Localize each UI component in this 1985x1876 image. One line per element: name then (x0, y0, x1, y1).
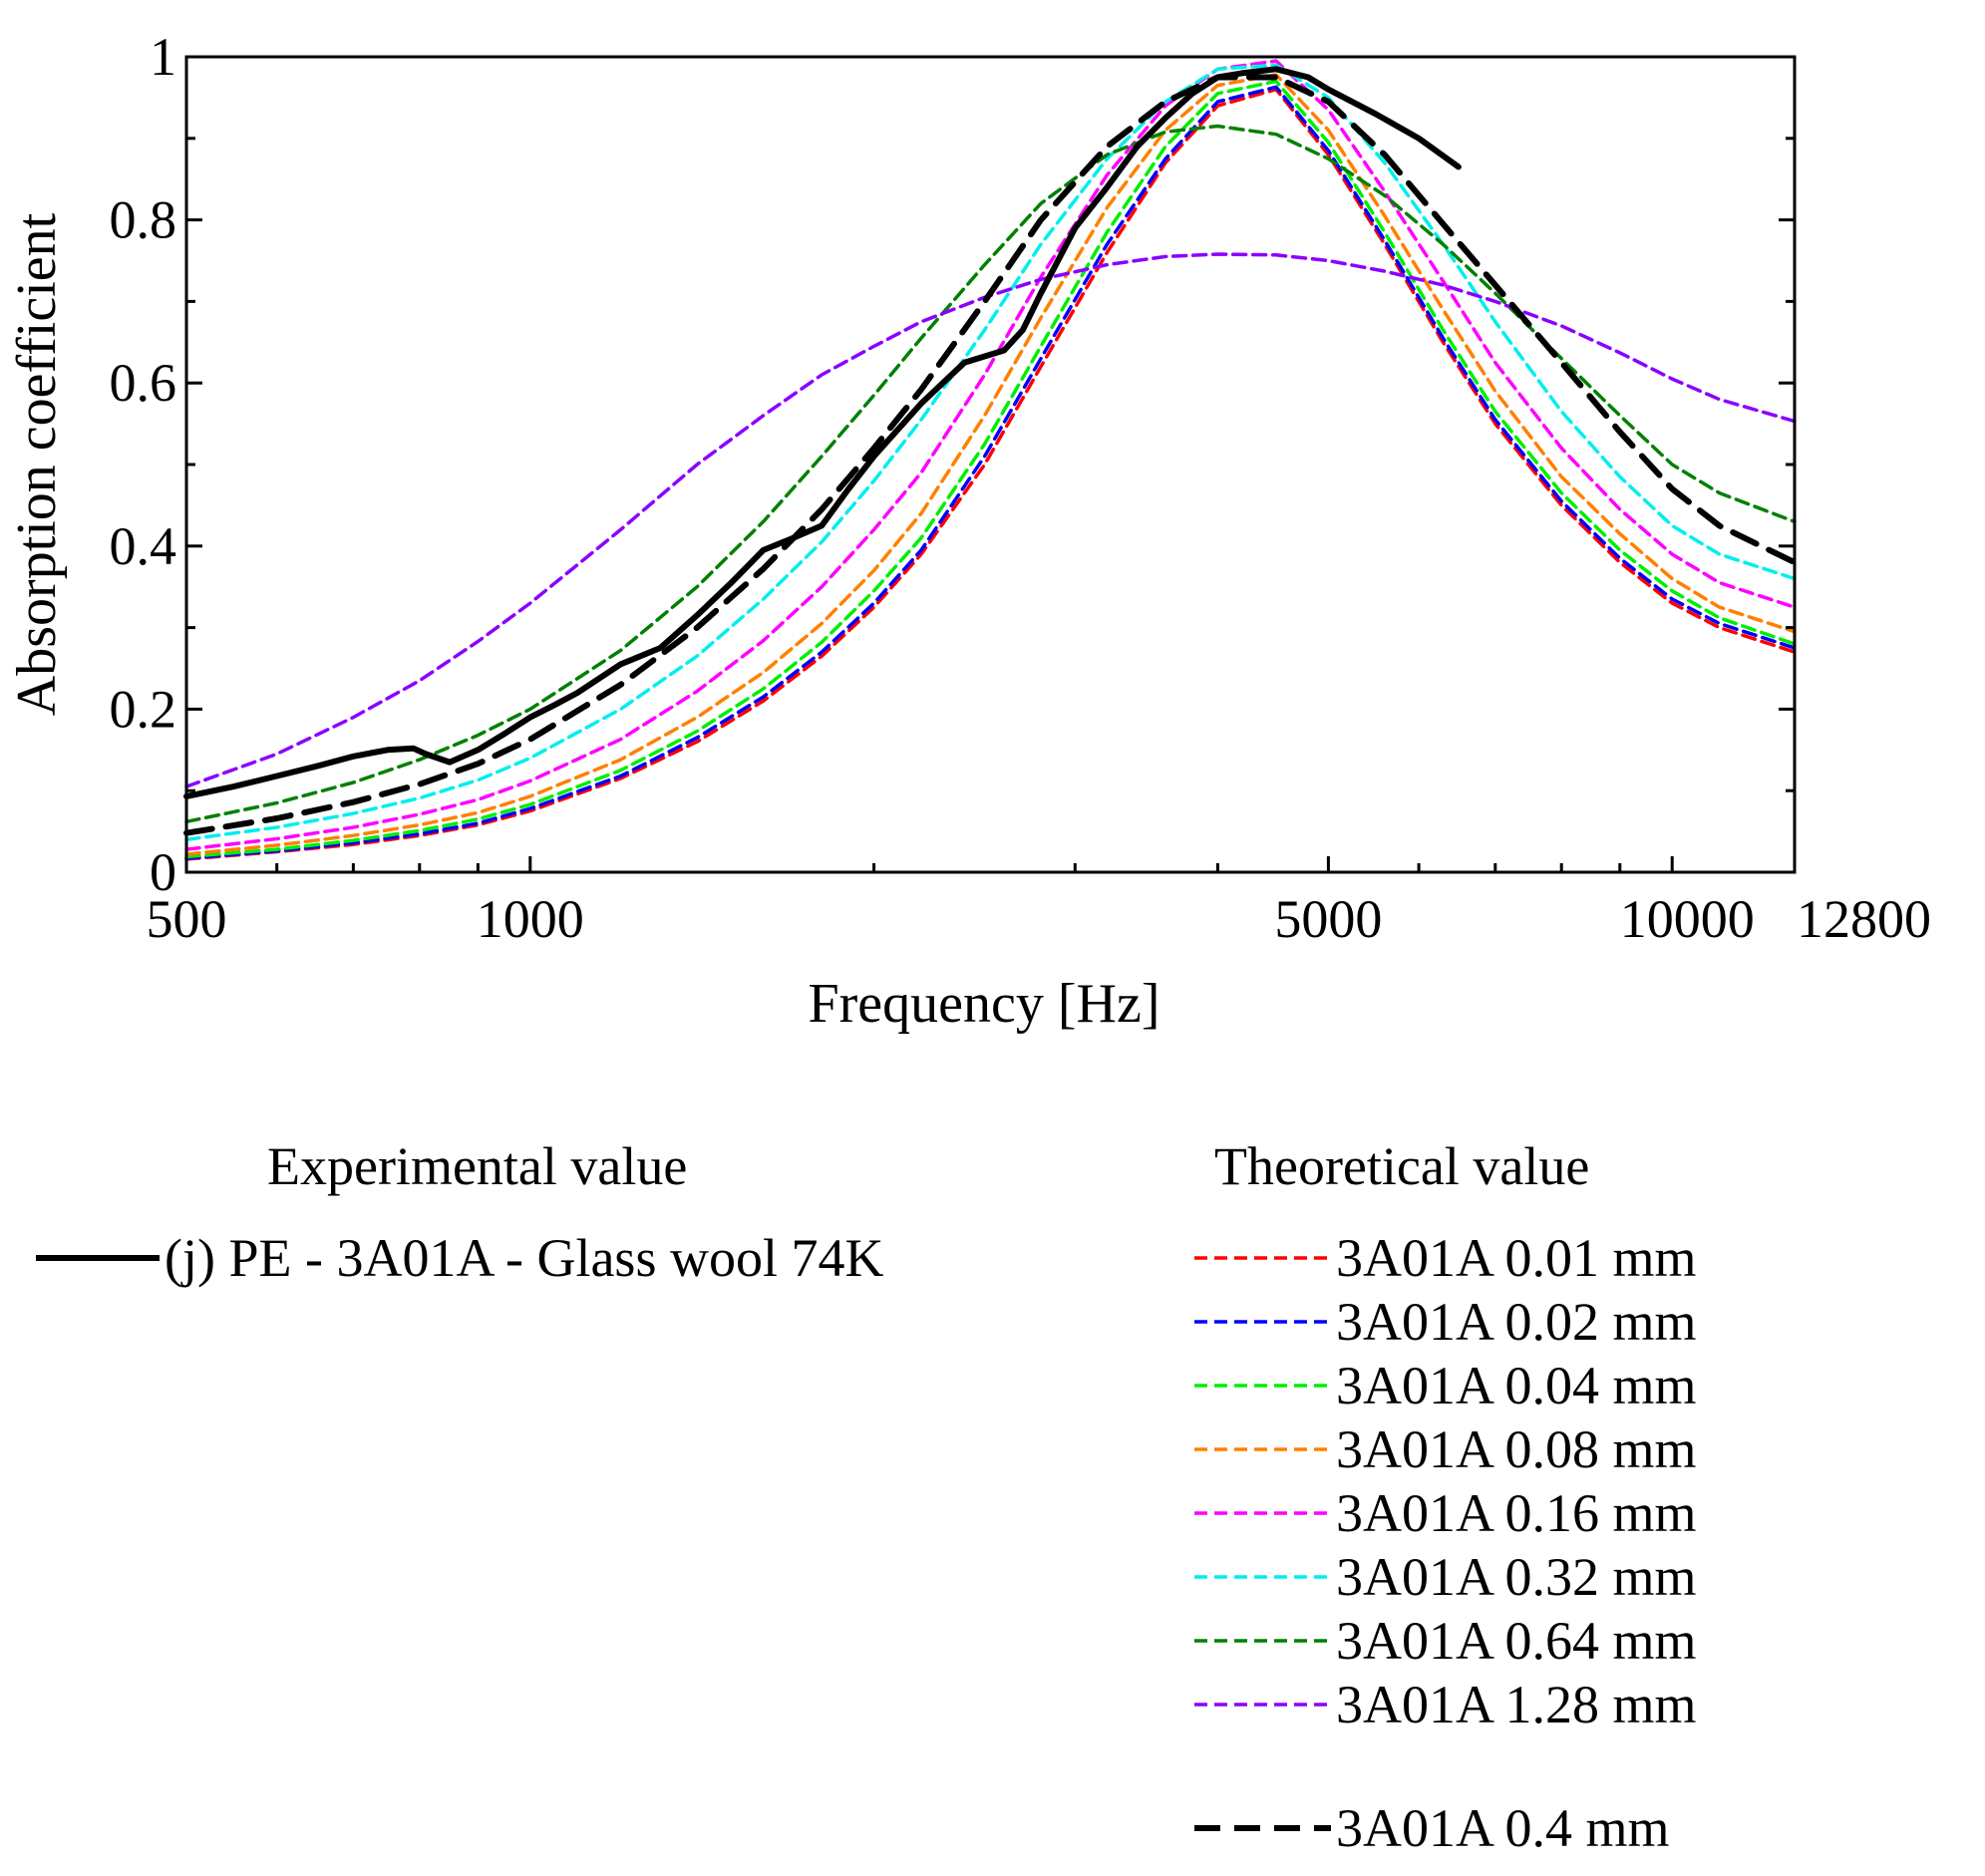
x-axis-label: Frequency [Hz] (809, 973, 1160, 1035)
legend-label: (j) PE - 3A01A - Glass wool 74K (165, 1228, 883, 1288)
series-line-5 (184, 63, 1797, 842)
legend-label: 3A01A 0.08 mm (1336, 1419, 1697, 1479)
series-line-9 (183, 66, 1462, 799)
legend-label: 3A01A 0.32 mm (1336, 1547, 1697, 1607)
x-tick-label: 5000 (1274, 889, 1382, 949)
y-tick-label: 0 (150, 842, 176, 902)
x-tick-label: 12800 (1797, 889, 1931, 949)
legend-label: 3A01A 0.64 mm (1336, 1611, 1697, 1671)
series-line-0 (184, 87, 1797, 861)
x-tick-label: 10000 (1620, 889, 1755, 949)
series-line-6 (184, 124, 1797, 824)
legend-label: 3A01A 1.28 mm (1336, 1675, 1697, 1734)
y-tick-label: 1 (150, 27, 176, 87)
y-tick-label: 0.4 (110, 516, 177, 576)
y-tick-label: 0.2 (110, 679, 177, 739)
axis-ticks: 0 0.2 0.4 0.6 0.8 1 500 1000 5000 10000 12800 (110, 27, 1932, 949)
legend-label: 3A01A 0.16 mm (1336, 1483, 1697, 1543)
legend-experimental-title: Experimental value (267, 1136, 687, 1196)
x-tick-label: 1000 (477, 889, 584, 949)
series-line-2 (184, 79, 1797, 859)
y-tick-label: 0.8 (110, 190, 177, 250)
legend-label: 3A01A 0.04 mm (1336, 1356, 1697, 1415)
y-tick-label: 0.6 (110, 353, 177, 413)
y-axis-label: Absorption coefficient (6, 212, 68, 716)
series-line-7 (184, 252, 1797, 788)
legend-label: 3A01A 0.01 mm (1336, 1228, 1697, 1288)
x-tick-label: 500 (147, 889, 227, 949)
legend-label: 3A01A 0.02 mm (1336, 1292, 1697, 1352)
plot-curves (183, 59, 1798, 861)
legend-label: 3A01A 0.4 mm (1336, 1798, 1670, 1858)
series-line-8 (183, 74, 1798, 836)
series-line-4 (184, 59, 1797, 851)
legend-theoretical-title: Theoretical value (1214, 1136, 1589, 1196)
series-line-3 (184, 73, 1797, 856)
series-line-1 (184, 85, 1797, 860)
